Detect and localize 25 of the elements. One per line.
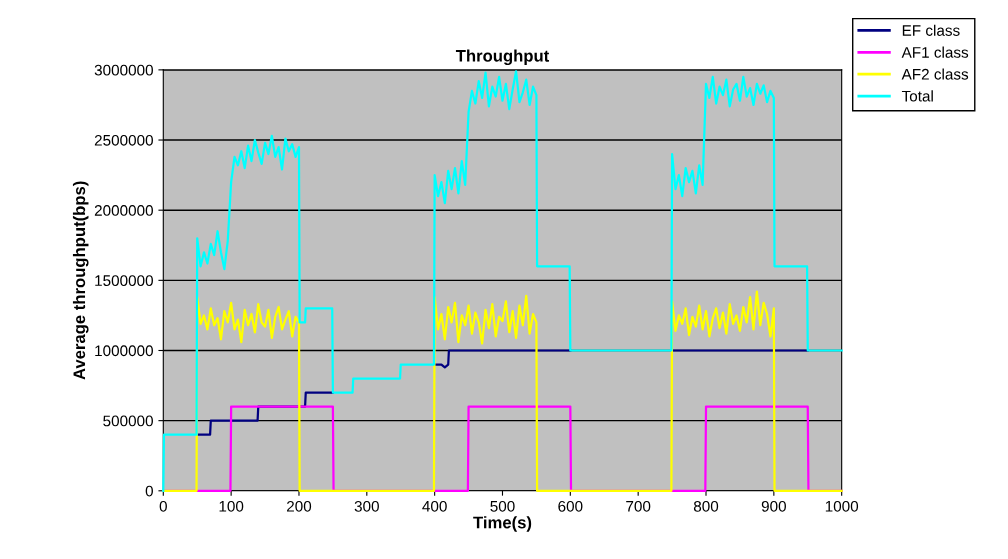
y-tick-label: 1500000 xyxy=(95,275,153,287)
x-axis-title: Time(s) xyxy=(473,516,532,532)
x-tick-label: 700 xyxy=(626,500,651,512)
chart-title: Throughput xyxy=(455,49,550,66)
x-tick-label: 100 xyxy=(219,500,244,512)
x-tick-label: 400 xyxy=(422,500,447,512)
x-tick-label: 300 xyxy=(354,500,379,512)
x-tick-label: 800 xyxy=(693,500,719,512)
legend-label: Total xyxy=(901,90,933,102)
x-tick-label: 0 xyxy=(159,500,167,512)
legend-label: AF1 class xyxy=(901,46,969,58)
y-tick-label: 0 xyxy=(145,485,153,497)
x-tick-label: 1000 xyxy=(825,500,859,512)
legend-label: EF class xyxy=(902,24,960,36)
y-tick-label: 1000000 xyxy=(95,345,153,357)
y-tick-label: 3000000 xyxy=(94,64,153,76)
x-tick-label: 600 xyxy=(558,500,583,512)
y-tick-label: 500000 xyxy=(103,415,153,427)
y-tick-label: 2000000 xyxy=(94,205,153,216)
y-tick-label: 2500000 xyxy=(94,134,153,146)
x-tick-label: 500 xyxy=(490,500,515,512)
x-tick-label: 200 xyxy=(287,500,312,512)
y-axis-title: Average throughput(bps) xyxy=(72,181,89,380)
x-tick-label: 900 xyxy=(761,500,786,512)
legend-label: AF2 class xyxy=(901,68,969,80)
